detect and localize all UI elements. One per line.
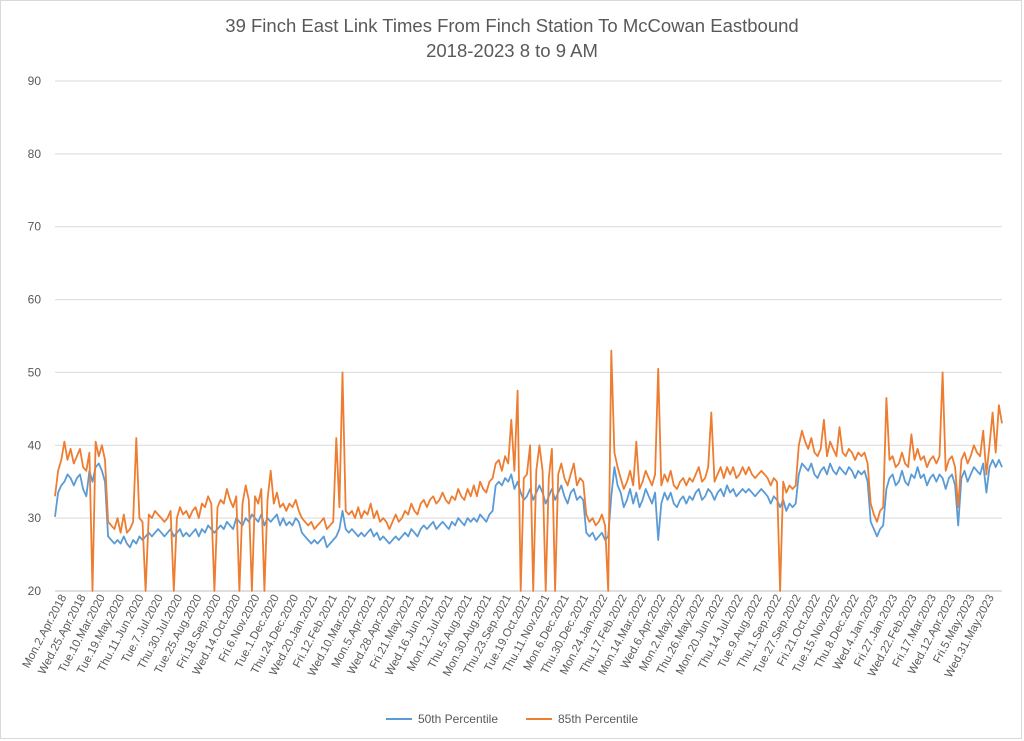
y-tick-label: 50 (28, 365, 42, 379)
legend-swatch-85th (526, 718, 552, 720)
legend-label-85th: 85th Percentile (558, 712, 639, 726)
gridlines (55, 80, 1002, 592)
y-tick-label: 90 (28, 74, 42, 88)
y-axis-ticks: 90 80 70 60 50 40 30 20 (28, 74, 42, 598)
series-line-50th-percentile (54, 459, 1003, 549)
y-tick-label: 40 (28, 438, 42, 452)
series-line-85th-percentile (54, 349, 1003, 592)
y-tick-label: 20 (28, 584, 42, 598)
y-tick-label: 70 (28, 220, 42, 234)
y-tick-label: 80 (28, 147, 42, 161)
chart-title: 39 Finch East Link Times From Finch Stat… (225, 15, 799, 36)
y-tick-label: 60 (28, 293, 42, 307)
legend-item-85th: 85th Percentile (526, 712, 638, 726)
chart-subtitle: 2018-2023 8 to 9 AM (426, 40, 598, 61)
legend-swatch-50th (385, 718, 412, 720)
legend-item-50th: 50th Percentile (385, 712, 498, 726)
legend: 50th Percentile 85th Percentile (0, 712, 1024, 726)
y-tick-label: 30 (28, 511, 42, 525)
chart-title-block: 39 Finch East Link Times From Finch Stat… (0, 13, 1024, 63)
legend-label-50th: 50th Percentile (417, 712, 498, 726)
x-axis-ticks: Mon.2.Apr.2018Wed.25.Apr.2018Tue.10.Mar.… (21, 593, 997, 680)
series-lines (54, 349, 1003, 592)
